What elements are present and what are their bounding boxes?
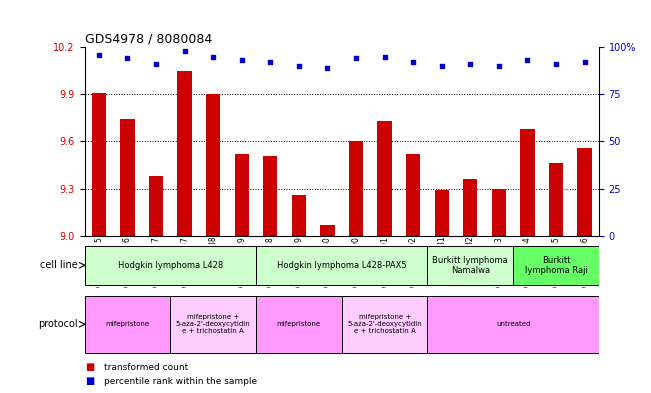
Point — [322, 65, 333, 71]
Point — [408, 59, 419, 65]
Bar — [549, 163, 563, 236]
Bar — [149, 176, 163, 236]
Point — [437, 63, 447, 69]
Text: GSM1081190: GSM1081190 — [352, 236, 361, 286]
Point — [493, 63, 504, 69]
Bar — [492, 189, 506, 236]
Bar — [292, 195, 306, 236]
Text: GSM1081187: GSM1081187 — [180, 236, 189, 286]
Point — [151, 61, 161, 67]
Text: GSM1081182: GSM1081182 — [466, 236, 475, 286]
Text: GSM1081183: GSM1081183 — [494, 236, 503, 286]
Text: mifepristone: mifepristone — [105, 321, 150, 327]
Point — [94, 51, 104, 58]
Bar — [349, 141, 363, 236]
Text: ■: ■ — [85, 362, 94, 373]
Text: GSM1081185: GSM1081185 — [551, 236, 561, 286]
Bar — [178, 71, 192, 236]
Text: GSM1081189: GSM1081189 — [237, 236, 246, 286]
Text: Hodgkin lymphoma L428: Hodgkin lymphoma L428 — [118, 261, 223, 270]
Text: mifepristone +
5-aza-2'-deoxycytidin
e + trichostatin A: mifepristone + 5-aza-2'-deoxycytidin e +… — [176, 314, 251, 334]
Bar — [378, 121, 392, 236]
Point — [180, 48, 190, 54]
Text: protocol: protocol — [38, 319, 78, 329]
Text: GSM1081180: GSM1081180 — [323, 236, 332, 286]
Bar — [206, 94, 220, 236]
Text: percentile rank within the sample: percentile rank within the sample — [104, 377, 257, 386]
Text: GSM1081176: GSM1081176 — [123, 236, 132, 286]
Text: GDS4978 / 8080084: GDS4978 / 8080084 — [85, 33, 212, 46]
Bar — [464, 179, 477, 236]
Bar — [577, 148, 592, 236]
Text: ■: ■ — [85, 376, 94, 386]
Bar — [320, 225, 335, 236]
Point — [236, 57, 247, 64]
Bar — [85, 296, 171, 353]
Bar — [406, 154, 421, 236]
Text: cell line: cell line — [40, 260, 78, 270]
Point — [380, 53, 390, 60]
Text: Burkitt lymphoma
Namalwa: Burkitt lymphoma Namalwa — [432, 255, 508, 275]
Bar — [263, 156, 277, 236]
Bar — [256, 296, 342, 353]
Point — [351, 55, 361, 62]
Bar — [256, 246, 428, 285]
Text: GSM1081188: GSM1081188 — [209, 236, 217, 286]
Text: GSM1081179: GSM1081179 — [294, 236, 303, 286]
Text: GSM1081175: GSM1081175 — [94, 236, 104, 286]
Bar — [342, 296, 428, 353]
Text: GSM1081192: GSM1081192 — [409, 236, 418, 286]
Text: mifepristone +
5-aza-2'-deoxycytidin
e + trichostatin A: mifepristone + 5-aza-2'-deoxycytidin e +… — [347, 314, 422, 334]
Text: GSM1081177: GSM1081177 — [152, 236, 161, 286]
Point — [265, 59, 275, 65]
Text: GSM1081178: GSM1081178 — [266, 236, 275, 286]
Text: transformed count: transformed count — [104, 363, 188, 372]
Bar — [234, 154, 249, 236]
Point — [465, 61, 475, 67]
Bar — [435, 190, 449, 236]
Bar — [120, 119, 135, 236]
Bar — [428, 246, 513, 285]
Point — [294, 63, 304, 69]
Text: GSM1081186: GSM1081186 — [580, 236, 589, 286]
Point — [522, 57, 533, 64]
Text: Burkitt
lymphoma Raji: Burkitt lymphoma Raji — [525, 255, 587, 275]
Text: Hodgkin lymphoma L428-PAX5: Hodgkin lymphoma L428-PAX5 — [277, 261, 407, 270]
Point — [122, 55, 133, 62]
Text: GSM1081191: GSM1081191 — [380, 236, 389, 286]
Text: GSM1081181: GSM1081181 — [437, 236, 447, 286]
Bar — [85, 246, 256, 285]
Point — [551, 61, 561, 67]
Bar — [171, 296, 256, 353]
Point — [579, 59, 590, 65]
Text: mifepristone: mifepristone — [277, 321, 321, 327]
Bar — [92, 93, 106, 236]
Bar — [428, 296, 599, 353]
Text: untreated: untreated — [496, 321, 531, 327]
Bar — [513, 246, 599, 285]
Text: GSM1081184: GSM1081184 — [523, 236, 532, 286]
Point — [208, 53, 219, 60]
Bar — [520, 129, 534, 236]
